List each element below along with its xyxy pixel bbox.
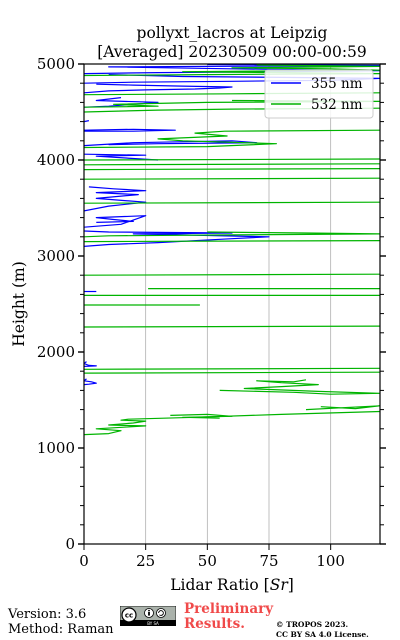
y-tick-label: 4000	[37, 151, 75, 169]
series-line-355	[84, 128, 176, 132]
preliminary-line-1: Preliminary	[184, 601, 274, 617]
series-line-355	[84, 153, 159, 161]
series-line-532	[84, 231, 380, 238]
x-tick-label: 75	[259, 552, 278, 570]
legend: 355 nm 532 nm	[264, 69, 374, 119]
grid	[145, 64, 332, 544]
cc-sub-label: BY SA	[147, 621, 159, 626]
cc-license-badge: cc BY SA	[120, 606, 176, 626]
cc-label: cc	[125, 612, 133, 620]
series-line-532	[84, 163, 380, 166]
series-layer	[84, 64, 380, 436]
preliminary-results-note: Preliminary Results.	[184, 602, 273, 632]
series-line-532	[84, 273, 380, 276]
series-line-532	[84, 410, 380, 436]
method-text: Method: Raman	[8, 622, 114, 637]
copyright-line-2: CC BY SA 4.0 License.	[276, 629, 369, 639]
series-line-355	[84, 378, 97, 386]
series-line-355	[84, 215, 147, 228]
series-line-532	[170, 413, 233, 419]
series-line-532	[305, 405, 380, 411]
plot-frame	[83, 63, 381, 545]
x-tick-label: 50	[198, 552, 217, 570]
legend-box	[264, 69, 374, 119]
copyright-line-1: © TROPOS 2023.	[276, 620, 349, 629]
series-line-532	[84, 240, 380, 243]
legend-label-355: 355 nm	[311, 76, 363, 92]
chart-title-line-1: pollyxt_lacros at Leipzig	[137, 24, 328, 42]
series-line-355	[84, 186, 147, 212]
series-line-355	[84, 140, 258, 147]
y-tick-label: 2000	[37, 343, 75, 361]
x-axis-label: Lidar Ratio [Sr]	[170, 576, 294, 594]
series-line-532	[84, 129, 380, 149]
chart-title-line-2: [Averaged] 20230509 00:00-00:59	[97, 43, 367, 61]
x-tick-label: 100	[316, 552, 345, 570]
plot-area	[84, 64, 380, 436]
preliminary-line-2: Results.	[184, 616, 245, 632]
series-line-355	[84, 230, 270, 247]
series-line-532	[84, 158, 380, 161]
y-tick-label: 5000	[37, 55, 75, 73]
legend-label-532: 532 nm	[311, 97, 363, 113]
x-tick-label: 0	[79, 552, 89, 570]
x-tick-label: 25	[136, 552, 155, 570]
series-line-355	[84, 120, 90, 123]
series-line-532	[84, 168, 380, 171]
series-line-532	[84, 325, 380, 328]
series-line-355	[84, 361, 97, 367]
y-tick-label: 0	[65, 535, 75, 553]
copyright-note: © TROPOS 2023. CC BY SA 4.0 License.	[276, 620, 369, 639]
series-line-532	[84, 177, 380, 180]
series-line-532	[219, 379, 380, 395]
y-tick-label: 1000	[37, 439, 75, 457]
y-tick-label: 3000	[37, 247, 75, 265]
series-line-355	[84, 83, 233, 94]
version-text: Version: 3.6	[8, 607, 87, 622]
series-line-532	[84, 371, 380, 374]
series-line-532	[84, 367, 380, 370]
series-line-532	[84, 201, 380, 204]
sa-icon	[156, 608, 166, 618]
y-axis-label: Height (m)	[10, 261, 28, 347]
